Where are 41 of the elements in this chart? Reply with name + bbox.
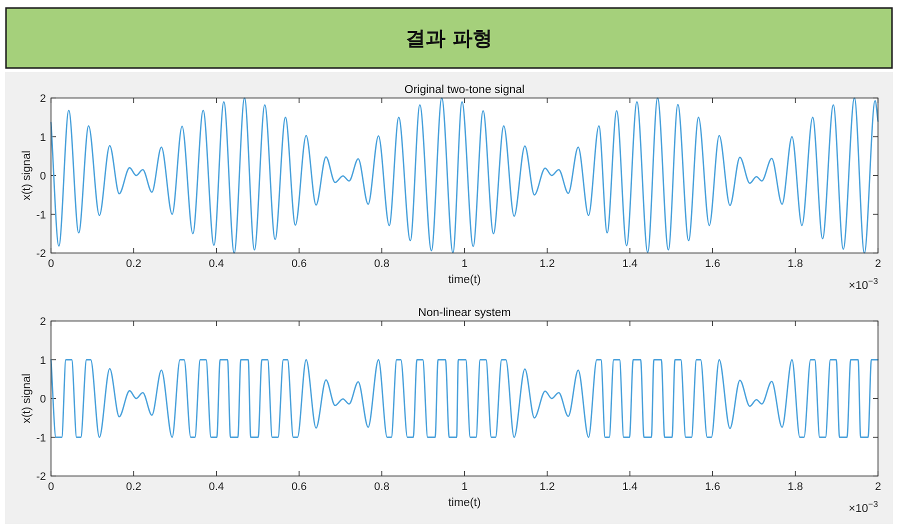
y-tick-label: 2	[40, 93, 46, 105]
x-tick-label: 0.4	[208, 481, 224, 493]
y-tick-label: 0	[40, 394, 46, 406]
y-axis-title: x(t) signal	[21, 374, 33, 424]
x-tick-label: 0.2	[126, 481, 142, 493]
x-tick-label: 0.8	[374, 258, 390, 270]
x-axis-title: time(t)	[448, 274, 481, 286]
x-tick-label: 0.2	[126, 258, 142, 270]
x-tick-label: 0.4	[208, 258, 224, 270]
y-tick-label: -1	[36, 432, 46, 444]
y-tick-label: 1	[40, 132, 46, 144]
x-tick-label: 1.8	[788, 481, 803, 493]
x-tick-label: 0	[48, 258, 54, 270]
x-tick-label: 2	[874, 481, 882, 493]
x-tick-label: 1.2	[540, 481, 555, 493]
y-tick-label: -2	[36, 248, 46, 260]
y-axis-title: x(t) signal	[21, 150, 33, 200]
text: ×10$^{−3}$	[848, 499, 878, 515]
y-tick-label: 1	[40, 354, 46, 367]
x-tick-label: 1.4	[622, 481, 638, 493]
x-tick-label: 2	[874, 258, 882, 270]
x-tick-label: 1.6	[704, 258, 720, 270]
x-tick-label: 0.6	[291, 258, 307, 270]
chart-title: Non-linear system	[418, 307, 511, 319]
x-tick-label: 1.8	[788, 258, 803, 270]
y-tick-label: -1	[36, 209, 46, 222]
x-axis-title: time(t)	[448, 497, 481, 509]
y-tick-label: 2	[40, 316, 46, 328]
y-tick-label: 0	[40, 170, 46, 182]
x-tick-label: 1	[461, 258, 468, 270]
y-tick-label: -2	[36, 471, 46, 483]
x-tick-label: 0.6	[291, 481, 307, 493]
chart-title: Original two-tone signal	[404, 84, 525, 96]
x-tick-label: 1.4	[622, 258, 638, 270]
text: 결과 파형	[406, 26, 492, 50]
x-tick-label: 1.2	[540, 258, 555, 270]
x-tick-label: 1.6	[704, 481, 720, 493]
x-tick-label: 0.8	[374, 481, 390, 493]
x-tick-label: 0	[48, 481, 54, 493]
text: ×10$^{−3}$	[848, 276, 878, 292]
x-tick-label: 1	[461, 481, 468, 493]
